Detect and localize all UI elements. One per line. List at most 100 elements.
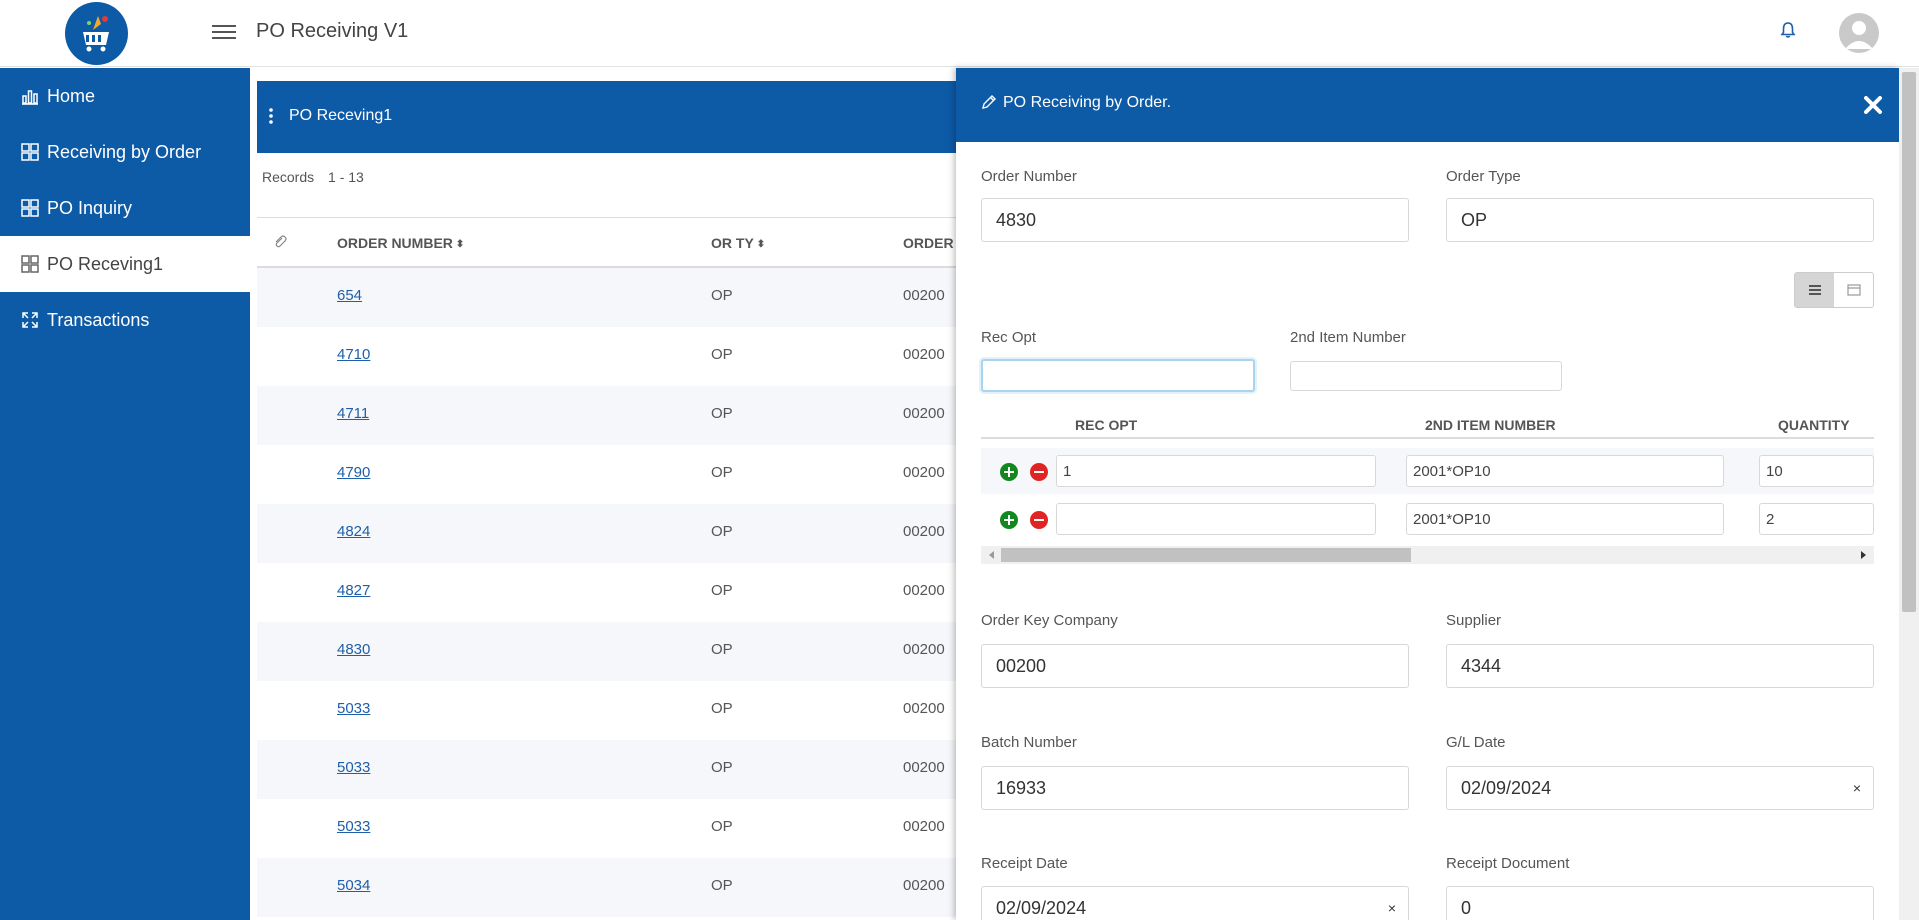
order-co-cell: 00200 xyxy=(903,818,945,835)
receipt-date-value: 02/09/2024 xyxy=(996,897,1087,918)
app-title: PO Receiving V1 xyxy=(256,20,409,42)
or-ty-cell: OP xyxy=(711,523,733,540)
column-header-or-ty[interactable]: OR TY ⬍ xyxy=(711,235,765,251)
order-number-link[interactable]: 5033 xyxy=(337,700,371,717)
grid-quantity-input[interactable]: 10 xyxy=(1759,455,1874,487)
or-ty-cell: OP xyxy=(711,582,733,599)
column-header-label: ORDER xyxy=(903,235,954,251)
grid-column-header-quantity: QUANTITY xyxy=(1778,417,1850,433)
table-row[interactable]: 4790 OP 00200 xyxy=(257,445,957,504)
column-header-label: OR TY xyxy=(711,235,754,251)
table-row[interactable]: 4824 OP 00200 xyxy=(257,504,957,563)
grid-column-header-rec-opt: REC OPT xyxy=(1075,417,1138,433)
gl-date-value: 02/09/2024 xyxy=(1461,777,1552,798)
order-co-cell: 00200 xyxy=(903,759,945,776)
close-icon[interactable] xyxy=(1862,94,1884,116)
order-type-field[interactable]: OP xyxy=(1446,198,1874,242)
bar-chart-icon xyxy=(20,86,40,106)
gl-date-field[interactable]: 02/09/2024 × xyxy=(1446,766,1874,810)
sidebar-item-label: Home xyxy=(47,85,96,106)
drawer-header: PO Receiving by Order. xyxy=(956,68,1899,142)
table-body: 654 OP 00200 4710 OP 00200 4711 OP 00200 4790 O… xyxy=(257,268,957,917)
app-logo[interactable] xyxy=(65,2,128,65)
grid-item-input[interactable]: 2001*OP10 xyxy=(1406,455,1724,487)
remove-row-icon[interactable] xyxy=(1030,511,1048,529)
kebab-menu-icon[interactable] xyxy=(269,108,273,124)
grid-icon xyxy=(20,254,40,274)
remove-row-icon[interactable] xyxy=(1030,463,1048,481)
table-row[interactable]: 654 OP 00200 xyxy=(257,268,957,327)
sidebar-item-po-inquiry[interactable]: PO Inquiry xyxy=(0,180,250,236)
order-key-company-field[interactable]: 00200 xyxy=(981,644,1409,688)
scroll-right-icon[interactable] xyxy=(1861,551,1866,559)
clear-icon[interactable]: × xyxy=(1387,900,1396,916)
form-view-button[interactable] xyxy=(1834,273,1873,307)
add-row-icon[interactable] xyxy=(1000,463,1018,481)
order-co-cell: 00200 xyxy=(903,405,945,422)
receipt-document-label: Receipt Document xyxy=(1446,855,1570,872)
grid-horizontal-scrollbar[interactable] xyxy=(981,546,1874,564)
scroll-left-icon[interactable] xyxy=(989,551,994,559)
order-number-field[interactable]: 4830 xyxy=(981,198,1409,242)
sidebar-item-label: Transactions xyxy=(47,309,150,330)
sort-icon: ⬍ xyxy=(756,238,766,250)
sidebar-item-receiving-by-order[interactable]: Receiving by Order xyxy=(0,124,250,180)
or-ty-cell: OP xyxy=(711,346,733,363)
sidebar-item-po-receving1[interactable]: PO Receving1 xyxy=(0,236,250,292)
table-row[interactable]: 4830 OP 00200 xyxy=(257,622,957,681)
table-row[interactable]: 5033 OP 00200 xyxy=(257,740,957,799)
supplier-field[interactable]: 4344 xyxy=(1446,644,1874,688)
table-row[interactable]: 4827 OP 00200 xyxy=(257,563,957,622)
column-header-label: ORDER NUMBER xyxy=(337,235,453,251)
notification-bell-icon[interactable] xyxy=(1778,20,1800,44)
order-number-link[interactable]: 5034 xyxy=(337,877,371,894)
order-number-link[interactable]: 4790 xyxy=(337,464,371,481)
table-row[interactable]: 4710 OP 00200 xyxy=(257,327,957,386)
second-item-number-input[interactable] xyxy=(1290,361,1562,391)
sidebar-item-home[interactable]: Home xyxy=(0,68,250,124)
column-header-order-number[interactable]: ORDER NUMBER ⬍ xyxy=(337,235,464,251)
order-number-link[interactable]: 4824 xyxy=(337,523,371,540)
order-number-link[interactable]: 4710 xyxy=(337,346,371,363)
grid-icon xyxy=(20,198,40,218)
receipt-document-field[interactable]: 0 xyxy=(1446,886,1874,920)
order-number-link[interactable]: 5033 xyxy=(337,818,371,835)
user-avatar[interactable] xyxy=(1839,13,1879,53)
table-row[interactable]: 5034 OP 00200 xyxy=(257,858,957,917)
grid-quantity-input[interactable]: 2 xyxy=(1759,503,1874,535)
sort-icon: ⬍ xyxy=(455,238,465,250)
batch-number-field[interactable]: 16933 xyxy=(981,766,1409,810)
table-row[interactable]: 5033 OP 00200 xyxy=(257,799,957,858)
clear-icon[interactable]: × xyxy=(1852,780,1861,796)
grid-column-header-item: 2ND ITEM NUMBER xyxy=(1425,417,1556,433)
order-number-link[interactable]: 4827 xyxy=(337,582,371,599)
grid-item-input[interactable]: 2001*OP10 xyxy=(1406,503,1724,535)
sidebar-item-label: PO Inquiry xyxy=(47,197,133,218)
scrollbar-thumb[interactable] xyxy=(1001,548,1411,562)
order-number-link[interactable]: 5033 xyxy=(337,759,371,776)
table-row[interactable]: 5033 OP 00200 xyxy=(257,681,957,740)
list-view-button[interactable] xyxy=(1795,273,1834,307)
receipt-date-field[interactable]: 02/09/2024 × xyxy=(981,886,1409,920)
or-ty-cell: OP xyxy=(711,877,733,894)
order-co-cell: 00200 xyxy=(903,641,945,658)
order-number-link[interactable]: 654 xyxy=(337,287,363,304)
rec-opt-input[interactable] xyxy=(981,359,1255,392)
pencil-icon xyxy=(981,94,997,110)
grid-rec-opt-input[interactable]: 1 xyxy=(1056,455,1376,487)
order-number-link[interactable]: 4830 xyxy=(337,641,371,658)
grid-rec-opt-input[interactable] xyxy=(1056,503,1376,535)
sidebar: Home Receiving by Order PO Inquiry PO Re… xyxy=(0,68,250,920)
or-ty-cell: OP xyxy=(711,759,733,776)
scrollbar-thumb[interactable] xyxy=(1902,72,1916,612)
paperclip-icon xyxy=(273,235,287,252)
add-row-icon[interactable] xyxy=(1000,511,1018,529)
drawer-vertical-scrollbar[interactable] xyxy=(1899,68,1919,920)
table-row[interactable]: 4711 OP 00200 xyxy=(257,386,957,445)
menu-toggle-button[interactable] xyxy=(212,21,236,43)
order-co-cell: 00200 xyxy=(903,582,945,599)
order-number-link[interactable]: 4711 xyxy=(337,405,370,422)
order-co-cell: 00200 xyxy=(903,877,945,894)
sidebar-item-transactions[interactable]: Transactions xyxy=(0,292,250,348)
column-header-order-co[interactable]: ORDER xyxy=(903,235,954,251)
